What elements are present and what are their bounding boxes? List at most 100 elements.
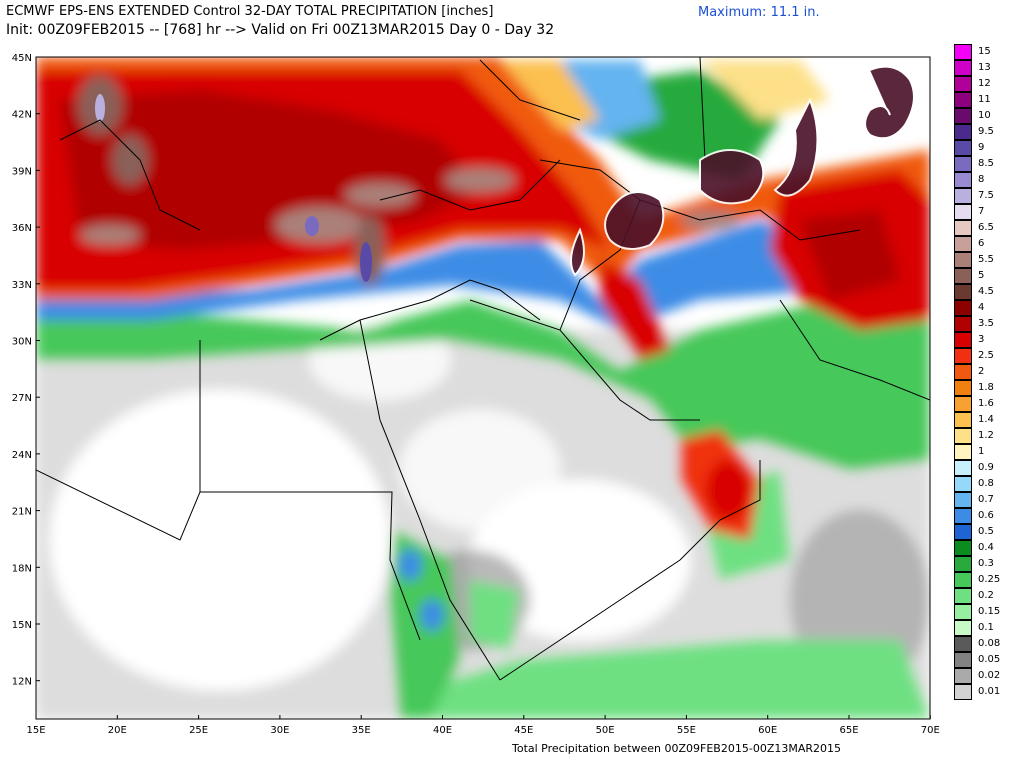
lon-label: 55E — [677, 725, 696, 736]
lat-label: 27N — [12, 393, 32, 404]
legend-swatch — [954, 540, 972, 556]
map-frame — [35, 56, 931, 720]
legend-item: 0.1 — [952, 620, 1022, 636]
legend-swatch — [954, 172, 972, 188]
legend-label: 4.5 — [978, 286, 994, 297]
legend-item: 8 — [952, 172, 1022, 188]
precip-field — [36, 57, 930, 719]
legend-item: 1.6 — [952, 396, 1022, 412]
legend-item: 2.5 — [952, 348, 1022, 364]
legend-item: 10 — [952, 108, 1022, 124]
legend-item: 0.9 — [952, 460, 1022, 476]
legend-item: 0.7 — [952, 492, 1022, 508]
legend-label: 0.2 — [978, 590, 994, 601]
legend-swatch — [954, 588, 972, 604]
legend-item: 0.02 — [952, 668, 1022, 684]
legend-swatch — [954, 428, 972, 444]
legend-swatch — [954, 380, 972, 396]
legend-swatch — [954, 316, 972, 332]
legend-item: 0.4 — [952, 540, 1022, 556]
legend-swatch — [954, 188, 972, 204]
legend-swatch — [954, 108, 972, 124]
legend-swatch — [954, 476, 972, 492]
legend-item: 9.5 — [952, 124, 1022, 140]
legend-swatch — [954, 124, 972, 140]
legend-label: 0.7 — [978, 494, 994, 505]
legend-label: 0.8 — [978, 478, 994, 489]
lon-label: 70E — [921, 725, 940, 736]
lat-label: 18N — [12, 563, 32, 574]
legend-label: 0.4 — [978, 542, 994, 553]
legend-label: 0.6 — [978, 510, 994, 521]
legend-swatch — [954, 252, 972, 268]
legend-label: 6 — [978, 238, 985, 249]
legend-label: 9.5 — [978, 126, 994, 137]
arabic-watermark-logo — [570, 65, 915, 277]
legend-item: 4.5 — [952, 284, 1022, 300]
legend-item: 7 — [952, 204, 1022, 220]
legend-item: 0.8 — [952, 476, 1022, 492]
lon-label: 25E — [189, 725, 208, 736]
lat-label: 33N — [12, 280, 32, 291]
legend-item: 0.5 — [952, 524, 1022, 540]
legend-label: 8.5 — [978, 158, 994, 169]
legend-swatch — [954, 364, 972, 380]
legend-label: 13 — [978, 62, 991, 73]
legend-label: 2.5 — [978, 350, 994, 361]
legend-label: 8 — [978, 174, 985, 185]
legend-swatch — [954, 620, 972, 636]
lat-label: 30N — [12, 337, 32, 348]
legend-label: 0.9 — [978, 462, 994, 473]
legend-swatch — [954, 396, 972, 412]
lon-label: 30E — [270, 725, 289, 736]
chart-title: ECMWF EPS-ENS EXTENDED Control 32-DAY TO… — [6, 4, 494, 19]
legend-label: 7.5 — [978, 190, 994, 201]
legend-swatch — [954, 444, 972, 460]
legend-item: 3.5 — [952, 316, 1022, 332]
legend-label: 4 — [978, 302, 985, 313]
lat-label: 42N — [12, 110, 32, 121]
legend-swatch — [954, 684, 972, 700]
legend-item: 1 — [952, 444, 1022, 460]
legend-swatch — [954, 60, 972, 76]
legend-label: 0.1 — [978, 622, 994, 633]
lon-label: 45E — [514, 725, 533, 736]
legend-swatch — [954, 492, 972, 508]
legend-swatch — [954, 348, 972, 364]
legend-label: 0.08 — [978, 638, 1001, 649]
latitude-axis: 45N 42N 39N 36N 33N 30N 27N 24N 21N 18N 15N 12N — [12, 53, 40, 688]
legend-swatch — [954, 508, 972, 524]
legend-label: 0.05 — [978, 654, 1001, 665]
legend-swatch — [954, 652, 972, 668]
legend-item: 1.8 — [952, 380, 1022, 396]
legend-label: 6.5 — [978, 222, 994, 233]
legend-swatch — [954, 284, 972, 300]
legend-item: 5 — [952, 268, 1022, 284]
lat-label: 24N — [12, 450, 32, 461]
longitude-axis: 15E 20E 25E 30E 35E 40E 45E 50E 55E 60E 65E 70E — [26, 715, 940, 736]
legend-label: 0.3 — [978, 558, 994, 569]
legend-label: 0.25 — [978, 574, 1001, 585]
legend-swatch — [954, 44, 972, 60]
legend-item: 0.6 — [952, 508, 1022, 524]
legend-item: 5.5 — [952, 252, 1022, 268]
legend-label: 0.5 — [978, 526, 994, 537]
legend-item: 0.08 — [952, 636, 1022, 652]
lon-label: 40E — [433, 725, 452, 736]
legend-label: 15 — [978, 46, 991, 57]
legend-item: 0.25 — [952, 572, 1022, 588]
legend-item: 13 — [952, 60, 1022, 76]
legend-item: 11 — [952, 92, 1022, 108]
legend-label: 3 — [978, 334, 985, 345]
lon-label: 15E — [26, 725, 45, 736]
legend-label: 10 — [978, 110, 991, 121]
lat-label: 45N — [12, 53, 32, 64]
legend-label: 1 — [978, 446, 985, 457]
lat-label: 36N — [12, 223, 32, 234]
legend-label: 9 — [978, 142, 985, 153]
legend-swatch — [954, 76, 972, 92]
legend-item: 0.05 — [952, 652, 1022, 668]
legend-item: 1.2 — [952, 428, 1022, 444]
legend-label: 5.5 — [978, 254, 994, 265]
